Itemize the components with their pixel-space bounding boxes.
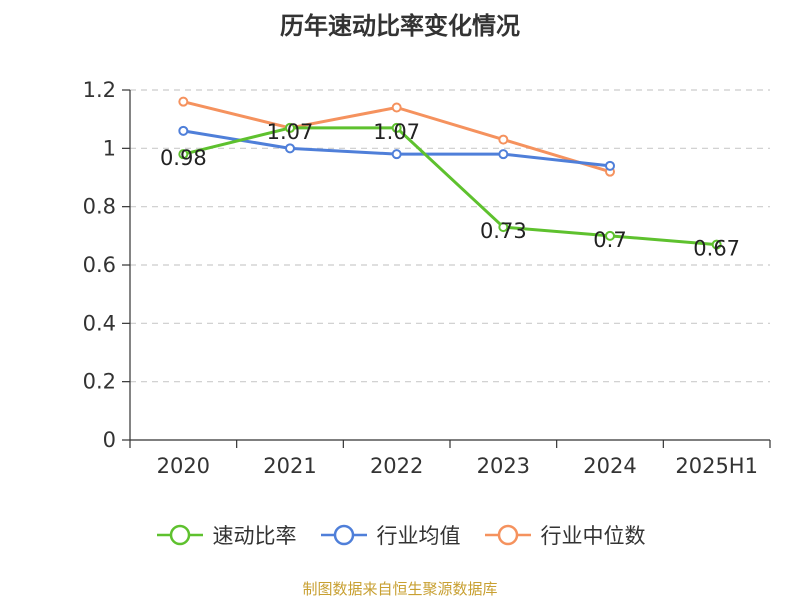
y-axis-ticks: 0 0.2 0.4 0.6 0.8 1 1.2 [83,78,131,452]
data-label: 0.67 [693,237,740,261]
data-point [178,125,189,136]
x-tick-label: 2025H1 [675,454,758,478]
x-tick-label: 2024 [583,454,636,478]
series-line-0 [182,126,717,247]
data-label: 0.7 [593,228,626,252]
data-point [391,102,402,113]
data-point [178,149,189,160]
y-tick-label: 0.8 [83,195,116,219]
data-point [285,122,295,133]
data-label: 1.07 [267,120,314,144]
chart-title: 历年速动比率变化情况 [280,12,520,40]
series-lines [182,100,717,247]
series-points [178,96,722,250]
legend-item[interactable]: 速动比率 [155,520,297,550]
data-point [498,222,509,233]
data-label: 0.73 [480,219,527,243]
x-tick-label: 2022 [370,454,423,478]
legend-item[interactable]: 行业中位数 [483,520,646,550]
x-tick-label: 2020 [157,454,210,478]
y-tick-label: 1 [103,136,116,160]
data-point [178,96,189,107]
data-label: 0.98 [160,146,207,170]
y-tick-label: 0.4 [83,311,116,335]
y-tick-label: 0 [103,428,116,452]
legend-item[interactable]: 行业均值 [319,520,461,550]
source-note: 制图数据来自恒生聚源数据库 [302,580,498,598]
x-axis: 2020 2021 2022 2023 2024 2025H1 [129,439,771,478]
legend-line-circle-icon [320,524,367,546]
data-labels: 0.98 1.07 1.07 0.73 0.7 0.67 [160,120,740,261]
data-point [605,160,615,171]
legend-label: 行业中位数 [540,524,646,548]
data-point [711,239,722,250]
data-point [498,149,509,160]
x-tick-label: 2021 [263,454,316,478]
legend-label: 速动比率 [212,524,297,548]
y-tick-label: 1.2 [83,78,116,102]
grid-lines [130,89,770,383]
data-point [285,143,295,154]
legend-label: 行业均值 [376,524,461,548]
data-point [605,230,615,241]
data-point [498,134,509,145]
legend-line-circle-icon [156,524,203,546]
y-tick-label: 0.2 [83,370,116,394]
data-point [391,122,402,133]
data-label: 1.07 [373,120,420,144]
legend: 速动比率 行业均值 行业中位数 [0,520,800,550]
legend-line-circle-icon [484,524,531,546]
y-tick-label: 0.6 [83,253,116,277]
x-tick-label: 2023 [477,454,530,478]
data-point [391,149,402,160]
